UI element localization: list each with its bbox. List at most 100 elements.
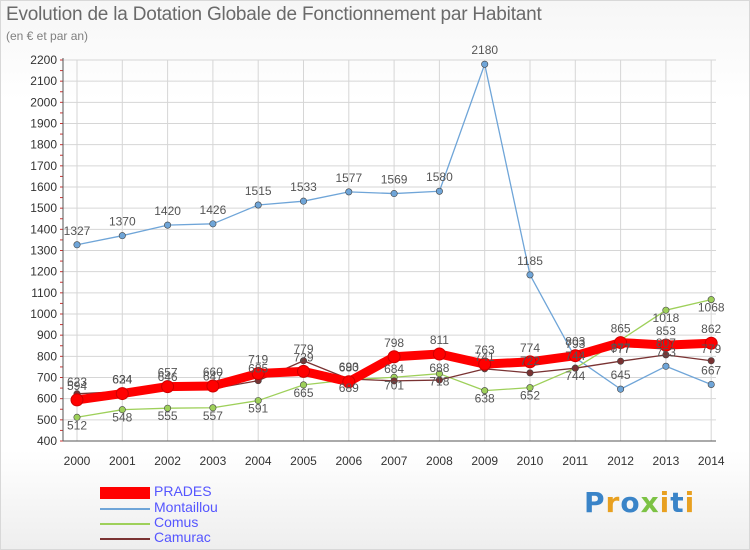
data-label-comus: 557 [203, 409, 223, 423]
data-label-prades: 853 [656, 324, 676, 338]
data-label-prades: 811 [430, 333, 449, 347]
y-tick-label: 1600 [30, 180, 57, 194]
data-label-camurac: 684 [384, 362, 404, 376]
chart-title: Evolution de la Dotation Globale de Fonc… [6, 4, 542, 25]
data-point-comus [299, 381, 307, 389]
data-point-comus [481, 387, 489, 395]
y-tick-label: 900 [37, 328, 57, 342]
chart-subtitle: (en € et par an) [6, 29, 89, 43]
data-label-comus: 512 [67, 418, 87, 432]
y-tick-label: 400 [37, 434, 57, 448]
data-label-prades: 798 [384, 336, 404, 350]
legend-label-prades: PRADES [154, 483, 212, 499]
data-label-camurac: 647 [203, 370, 223, 384]
data-label-prades: 865 [611, 322, 631, 336]
data-point-camurac [571, 364, 579, 372]
legend-label-montaillou: Montaillou [154, 499, 218, 515]
data-point-prades [568, 349, 582, 363]
x-tick-label: 2003 [200, 454, 227, 468]
data-label-montaillou: 1577 [335, 171, 362, 185]
data-label-camurac: 741 [475, 350, 495, 364]
data-label-camurac: 685 [248, 362, 268, 376]
data-point-montaillou [435, 187, 443, 195]
legend-swatch-prades [100, 487, 150, 499]
data-label-montaillou: 1420 [154, 204, 181, 218]
data-label-montaillou: 1370 [109, 215, 136, 229]
data-point-comus [662, 306, 670, 314]
data-point-prades [478, 357, 492, 371]
data-label-montaillou: 1426 [200, 203, 227, 217]
data-point-prades [206, 379, 220, 393]
data-point-prades [115, 387, 129, 401]
data-label-montaillou: 1185 [517, 254, 543, 268]
x-tick-label: 2001 [109, 454, 136, 468]
data-label-comus: 1018 [653, 311, 680, 325]
y-tick-label: 1700 [30, 159, 57, 173]
x-tick-label: 2006 [335, 454, 362, 468]
data-point-comus [707, 296, 715, 304]
data-label-comus: 555 [158, 409, 178, 423]
data-label-comus: 744 [565, 369, 585, 383]
legend-swatch-comus [100, 523, 150, 525]
y-tick-label: 1400 [30, 222, 57, 236]
logo-letter: x [640, 486, 660, 519]
data-label-montaillou: 645 [611, 368, 631, 382]
data-label-comus: 652 [520, 389, 540, 403]
data-label-prades: 594 [67, 379, 87, 393]
data-label-camurac: 777 [611, 342, 631, 356]
legend-item-prades: PRADES [100, 483, 300, 500]
data-point-prades [704, 336, 718, 350]
data-point-comus [164, 404, 172, 412]
y-tick-label: 1500 [30, 201, 57, 215]
data-point-montaillou [299, 197, 307, 205]
data-point-prades [523, 355, 537, 369]
data-point-montaillou [707, 380, 715, 388]
logo-letter: r [605, 486, 621, 519]
x-tick-label: 2007 [381, 454, 408, 468]
data-point-prades [659, 338, 673, 352]
data-label-camurac: 688 [429, 361, 449, 375]
data-label-camurac: 634 [112, 372, 132, 386]
data-label-camurac: 779 [701, 342, 721, 356]
legend-item-montaillou: Montaillou [100, 499, 300, 516]
data-point-comus [73, 413, 81, 421]
legend-label-camurac: Camurac [154, 529, 211, 545]
y-tick-label: 1200 [30, 265, 57, 279]
x-tick-label: 2014 [698, 454, 725, 468]
data-label-comus: 718 [429, 375, 449, 389]
data-point-camurac [390, 377, 398, 385]
data-point-prades [342, 375, 356, 389]
data-label-comus: 701 [384, 378, 404, 392]
data-label-camurac: 722 [520, 354, 540, 368]
legend-label-comus: Comus [154, 514, 199, 530]
x-tick-label: 2005 [290, 454, 317, 468]
data-label-montaillou: 1533 [290, 180, 317, 194]
data-point-comus [118, 406, 126, 414]
y-tick-label: 1100 [31, 286, 57, 300]
data-label-comus: 591 [248, 402, 268, 416]
y-tick-label: 800 [37, 349, 57, 363]
data-label-camurac: 807 [656, 336, 676, 350]
legend-swatch-camurac [100, 538, 150, 540]
data-label-montaillou: 1580 [426, 170, 453, 184]
data-point-prades [614, 336, 628, 350]
data-label-prades: 763 [475, 343, 495, 357]
data-point-camurac [662, 351, 670, 359]
data-point-montaillou [118, 232, 126, 240]
data-point-montaillou [345, 188, 353, 196]
x-tick-label: 2009 [471, 454, 498, 468]
data-label-prades: 624 [112, 373, 132, 387]
data-label-comus: 689 [339, 381, 359, 395]
data-point-camurac [435, 376, 443, 384]
data-point-montaillou [617, 385, 625, 393]
data-point-montaillou [390, 190, 398, 198]
logo-letter: P [584, 486, 606, 519]
data-point-comus [526, 384, 534, 392]
data-label-montaillou: 753 [656, 345, 676, 359]
data-label-camurac: 623 [67, 375, 87, 389]
data-label-montaillou: 1515 [245, 184, 272, 198]
y-tick-label: 2100 [30, 74, 57, 88]
data-point-camurac [299, 357, 307, 365]
x-tick-label: 2008 [426, 454, 453, 468]
